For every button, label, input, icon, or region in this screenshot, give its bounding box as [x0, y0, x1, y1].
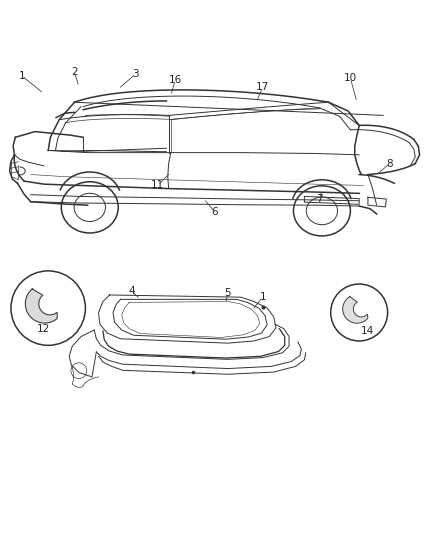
Text: 2: 2 [71, 67, 78, 77]
Text: 17: 17 [256, 82, 269, 92]
Text: 4: 4 [128, 286, 135, 296]
Text: 14: 14 [361, 326, 374, 336]
Text: 3: 3 [132, 69, 139, 79]
Text: 8: 8 [386, 159, 393, 168]
Text: 6: 6 [211, 207, 218, 217]
Text: 1: 1 [18, 71, 25, 81]
Text: 11: 11 [151, 181, 164, 190]
Text: 1: 1 [259, 292, 266, 302]
Text: 10: 10 [344, 73, 357, 83]
Text: 5: 5 [224, 288, 231, 298]
Polygon shape [343, 297, 368, 323]
Polygon shape [25, 289, 57, 323]
Text: 16: 16 [169, 75, 182, 85]
Text: 12: 12 [37, 324, 50, 334]
Text: 7: 7 [316, 193, 323, 204]
